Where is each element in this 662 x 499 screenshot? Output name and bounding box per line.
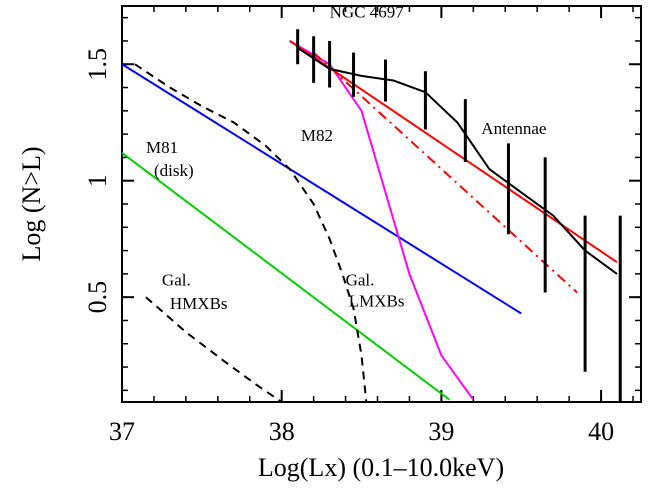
x-axis-title: Log(Lx) (0.1–10.0keV) bbox=[258, 453, 504, 482]
x-tick-label: 37 bbox=[109, 417, 135, 446]
series-line-m81 bbox=[121, 152, 451, 401]
annotation-label: (disk) bbox=[154, 161, 194, 180]
annotation-label: Gal. bbox=[346, 271, 375, 290]
series-line-antennae_fit bbox=[289, 40, 618, 264]
error-bars bbox=[296, 29, 622, 402]
annotation-label: NGC 4697 bbox=[330, 3, 405, 22]
x-tick-label: 38 bbox=[269, 417, 295, 446]
series-line-ngc4697 bbox=[289, 40, 475, 401]
series-line-antennae_data bbox=[297, 47, 618, 275]
series-line-m82 bbox=[121, 63, 522, 315]
annotations: NGC 4697 Antennae M82 M81 (disk) Gal. HMXBs Gal… bbox=[146, 3, 546, 313]
series-layer bbox=[121, 40, 618, 403]
x-tick-label: 40 bbox=[588, 417, 614, 446]
annotation-label: M81 bbox=[146, 138, 178, 157]
series-line-gal_lmxbs bbox=[134, 63, 368, 403]
y-tick-label: 1 bbox=[83, 174, 112, 187]
annotation-label: Gal. bbox=[162, 271, 191, 290]
annotation-label: M82 bbox=[301, 126, 333, 145]
series-line-antennae_fit2 bbox=[312, 51, 578, 294]
y-axis-title: Log (N>L) bbox=[17, 146, 46, 261]
y-tick-label: 0.5 bbox=[83, 281, 112, 314]
x-tick-labels: 37 38 39 40 bbox=[109, 417, 614, 446]
series-line-gal_hmxbs bbox=[145, 296, 283, 403]
annotation-label: Antennae bbox=[481, 119, 546, 138]
y-tick-label: 1.5 bbox=[83, 48, 112, 81]
annotation-label: HMXBs bbox=[170, 294, 228, 313]
y-tick-labels: 0.5 1 1.5 bbox=[83, 48, 112, 313]
ticks bbox=[121, 6, 641, 402]
annotation-label: LMXBs bbox=[349, 291, 405, 310]
x-tick-label: 39 bbox=[428, 417, 454, 446]
